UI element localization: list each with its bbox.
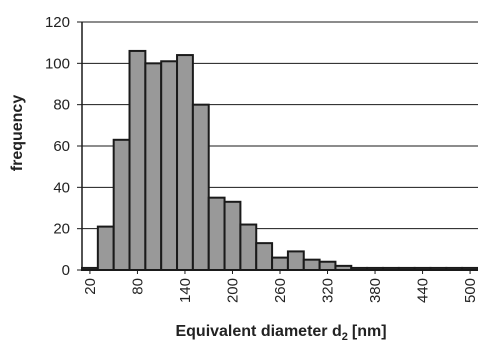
y-tick-label-100: 100 <box>45 55 70 72</box>
y-axis-title: frequency <box>9 95 26 172</box>
bar-170 <box>207 196 226 272</box>
bar-110 <box>160 60 179 272</box>
x-axis-title-unit: [nm] <box>352 323 387 340</box>
y-tick-label-60: 60 <box>53 138 70 155</box>
y-tick-label-80: 80 <box>53 97 70 114</box>
y-tick-label-120: 120 <box>45 14 70 31</box>
x-axis-title: Equivalent diameter d2 [nm] <box>175 323 386 343</box>
bar-270 <box>286 250 305 271</box>
bar-50 <box>112 138 131 271</box>
x-tick-label-320: 320 <box>320 278 337 303</box>
x-tick-label-20: 20 <box>82 278 99 295</box>
bar-310 <box>318 260 337 272</box>
bar-90 <box>144 62 163 272</box>
y-tick-label-20: 20 <box>53 221 70 238</box>
x-tick-label-260: 260 <box>272 278 289 303</box>
bar-190 <box>223 200 242 271</box>
y-tick-label-0: 0 <box>62 262 70 279</box>
y-tick-labels: 0 20 40 60 80 100 120 <box>45 14 70 279</box>
bar-290 <box>302 258 321 271</box>
y-tick-label-40: 40 <box>53 179 70 196</box>
x-axis-title-main: Equivalent diameter d <box>175 323 341 340</box>
bar-150 <box>191 103 210 271</box>
x-tick-label-440: 440 <box>415 278 432 303</box>
axes <box>77 21 478 274</box>
bars <box>81 49 478 272</box>
x-tick-label-200: 200 <box>224 278 241 303</box>
bar-70 <box>128 49 147 271</box>
bar-30 <box>96 225 115 272</box>
bar-250 <box>271 256 289 272</box>
bar-210 <box>239 223 258 272</box>
x-tick-label-140: 140 <box>177 278 194 303</box>
x-tick-label-80: 80 <box>129 278 146 295</box>
x-tick-label-380: 380 <box>367 278 384 303</box>
x-tick-label-500: 500 <box>462 278 478 303</box>
bar-130 <box>176 54 194 271</box>
bar-230 <box>255 242 274 271</box>
x-tick-labels: 2080140200260320380440500560 <box>82 278 478 303</box>
x-axis-title-subscript: 2 <box>342 331 348 343</box>
